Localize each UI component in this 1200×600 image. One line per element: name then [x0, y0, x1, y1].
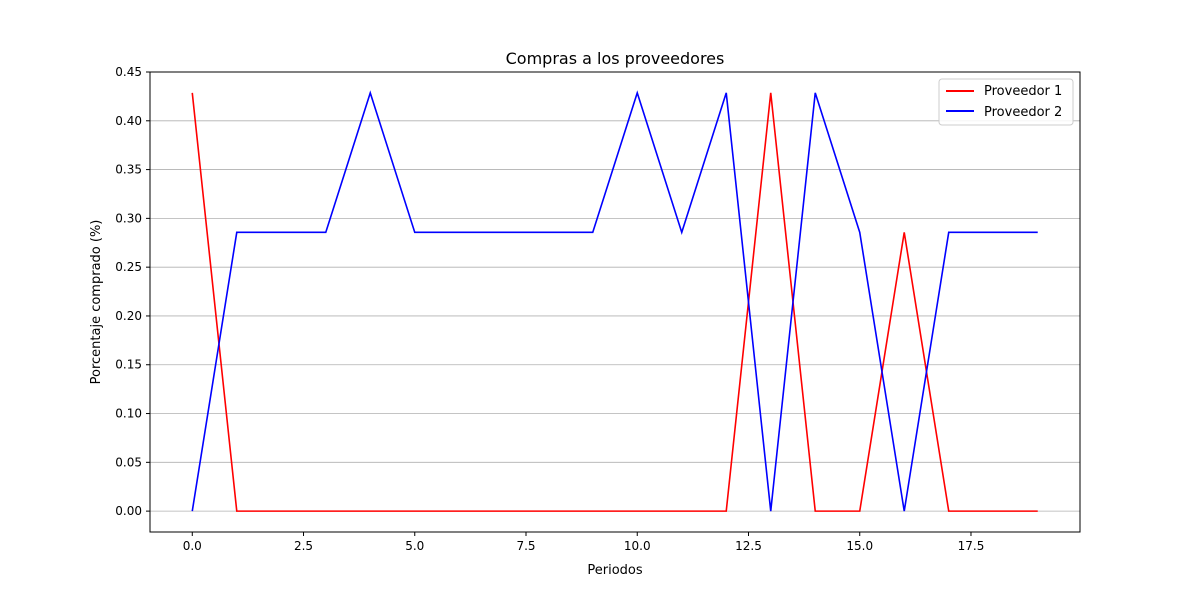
x-tick-label: 12.5	[735, 539, 762, 553]
y-tick-label: 0.15	[115, 358, 142, 372]
x-tick-label: 15.0	[846, 539, 873, 553]
y-tick-label: 0.00	[115, 504, 142, 518]
y-tick-label: 0.25	[115, 260, 142, 274]
series-lines	[191, 90, 1038, 512]
y-tick-label: 0.45	[115, 65, 142, 79]
series-line-proveedor-1	[191, 92, 1038, 512]
chart-title: Compras a los proveedores	[506, 49, 725, 68]
y-tick-label: 0.05	[115, 455, 142, 469]
x-tick-label: 17.5	[958, 539, 985, 553]
x-axis-label: Periodos	[587, 563, 642, 578]
legend: Proveedor 1 Proveedor 2	[938, 78, 1074, 126]
x-axis-ticks: 0.0 2.5 5.0 7.5 10.0 12.5 15.0 17.5	[183, 532, 985, 553]
x-tick-label: 0.0	[183, 539, 202, 553]
x-tick-label: 7.5	[516, 539, 535, 553]
y-tick-label: 0.40	[115, 114, 142, 128]
y-tick-label: 0.30	[115, 211, 142, 225]
x-tick-label: 5.0	[405, 539, 424, 553]
series-line-proveedor-2	[191, 90, 1038, 512]
x-tick-label: 2.5	[294, 539, 313, 553]
legend-label-proveedor-2: Proveedor 2	[984, 105, 1062, 120]
plot-frame	[149, 71, 1081, 533]
y-tick-label: 0.35	[115, 163, 142, 177]
y-tick-label: 0.20	[115, 309, 142, 323]
y-axis-ticks: 0.00 0.05 0.10 0.15 0.20 0.25 0.30 0.35 0.40 0.45	[115, 65, 150, 518]
y-tick-label: 0.10	[115, 407, 142, 421]
y-axis-label: Porcentaje comprado (%)	[89, 220, 104, 385]
x-tick-label: 10.0	[624, 539, 651, 553]
legend-label-proveedor-1: Proveedor 1	[984, 84, 1062, 99]
